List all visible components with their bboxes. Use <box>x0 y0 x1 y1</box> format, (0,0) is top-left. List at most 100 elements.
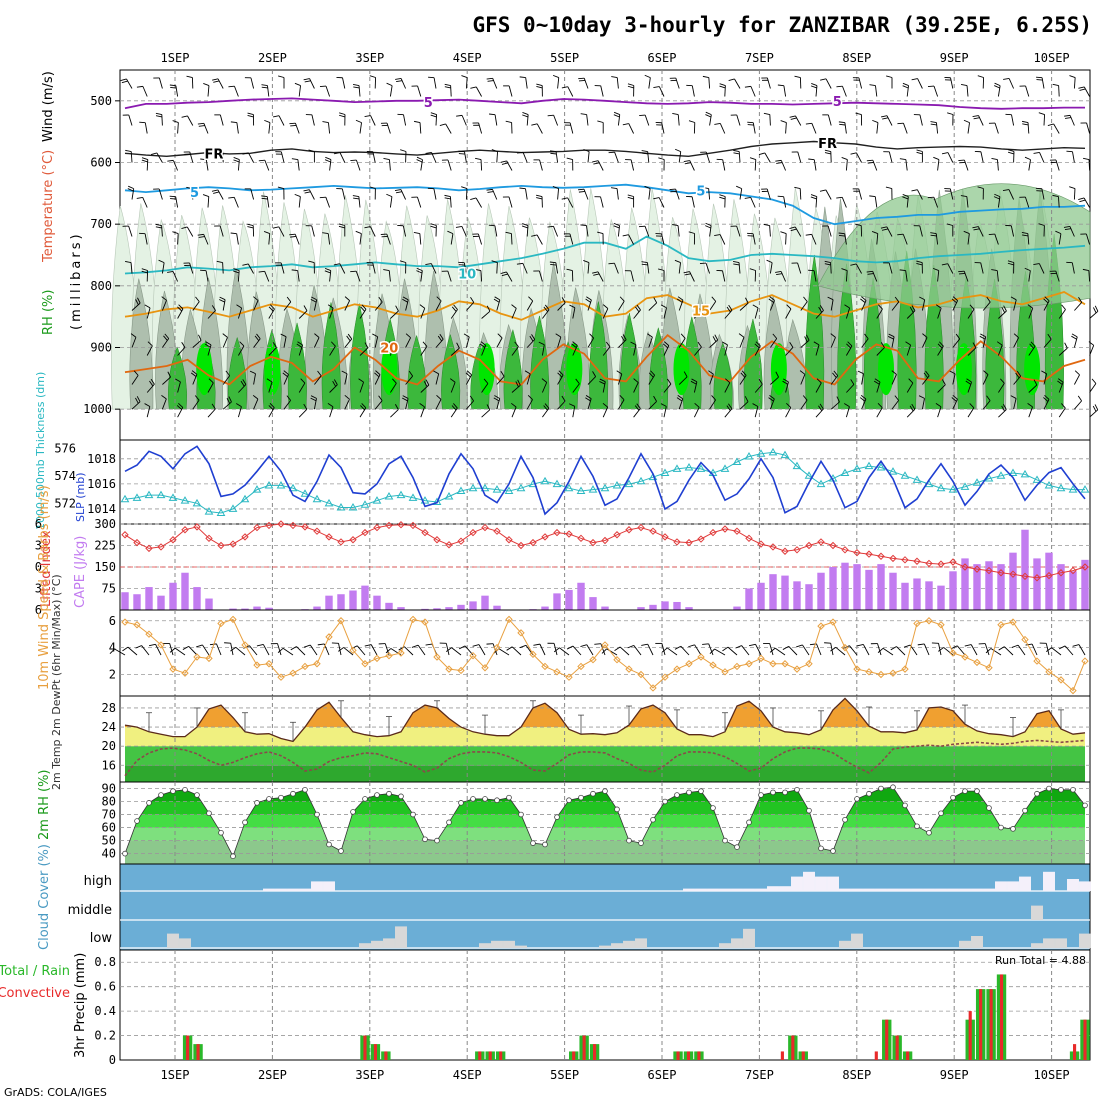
wind-barb-feather <box>395 191 403 194</box>
lifted-index-marker <box>1021 572 1029 581</box>
cloud-bar <box>275 888 287 891</box>
wind-barb-feather <box>536 83 543 86</box>
rh-marker <box>1046 785 1052 792</box>
wind-barb <box>769 114 771 126</box>
wind-barb-feather <box>871 231 878 234</box>
cape-bar <box>865 569 873 610</box>
wind-barb-feather <box>1061 304 1066 310</box>
wind-barb <box>162 338 170 348</box>
wind-barb <box>569 233 574 245</box>
wind-barb-feather <box>242 263 249 266</box>
cape-bar <box>313 606 321 610</box>
wind-barb-feather <box>909 306 914 313</box>
wind10-marker <box>913 619 921 628</box>
wind-barb <box>785 347 794 356</box>
wind-barb-feather <box>447 230 454 235</box>
wind-barb-feather <box>242 379 247 385</box>
wind-barb-feather <box>511 304 517 309</box>
thickness-marker <box>816 479 826 488</box>
wind-barb <box>234 86 239 97</box>
wind-barb <box>298 310 308 319</box>
wind-barb <box>1038 263 1045 274</box>
wind-barb-feather <box>1010 296 1017 301</box>
wind-barb-feather <box>897 233 904 236</box>
wind-barb-feather <box>317 643 325 646</box>
rh-marker <box>362 796 368 802</box>
wind-barb-feather <box>1061 403 1066 409</box>
wind-barb-feather <box>158 259 165 264</box>
rh-marker <box>194 792 200 798</box>
precip-frame <box>119 949 1091 1061</box>
cape-bar <box>433 608 441 610</box>
wind-barb-feather <box>209 643 217 646</box>
date-label-bottom: 7SEP <box>745 1068 774 1082</box>
wind-barb-feather <box>400 149 407 152</box>
wind-barb <box>861 338 869 348</box>
wind-barb-feather <box>541 378 547 383</box>
thickness-marker <box>1008 468 1018 477</box>
wind-barb-feather <box>985 648 992 654</box>
wind-barb-feather <box>775 271 782 273</box>
wind-barb <box>280 151 285 163</box>
wind-barb-feather <box>796 644 803 648</box>
wind-barb <box>155 644 162 656</box>
wind-barb-feather <box>355 119 362 124</box>
wind-barb <box>888 262 893 274</box>
wind-barb-feather <box>458 645 466 650</box>
wind-barb-feather <box>135 299 139 305</box>
wind-barb <box>207 310 216 319</box>
wind-barb-feather <box>364 115 371 118</box>
wind-barb <box>186 226 194 237</box>
wind-barb-feather <box>838 232 845 235</box>
wind-barb <box>146 345 153 356</box>
wind10-marker <box>265 660 273 668</box>
cape-bar <box>445 607 453 610</box>
cape-bar <box>385 602 393 610</box>
wind-barb-feather <box>578 79 586 82</box>
wind-barb-feather <box>350 270 357 273</box>
lifted-index-tick-label: 6 <box>35 603 42 617</box>
cape-bar <box>745 588 753 610</box>
wind-barb <box>177 233 179 245</box>
rh-marker <box>986 805 992 811</box>
wind-barb-feather <box>566 645 574 650</box>
wind-barb-feather <box>1013 333 1019 339</box>
ylabel-slp: SLP (mb) <box>74 472 87 522</box>
wind-barb-feather <box>297 341 303 346</box>
wind-barb-feather <box>744 197 751 199</box>
date-label-bottom: 4SEP <box>453 1068 482 1082</box>
wind-barb <box>541 382 548 393</box>
lifted-index-marker <box>709 528 717 537</box>
wind-barb-feather <box>882 117 889 120</box>
wind-barb <box>648 302 658 311</box>
wind-barb-feather <box>1074 370 1080 376</box>
wind-barb-feather <box>203 83 210 86</box>
wind-barb-feather <box>994 82 1001 87</box>
wind-barb <box>709 339 718 348</box>
wind-barb-feather <box>449 378 456 383</box>
wind-barb-feather <box>256 333 261 339</box>
wind-barb <box>1004 646 1014 656</box>
wind-barb <box>553 643 558 656</box>
wind-barb-feather <box>1071 335 1077 340</box>
rh-marker <box>230 853 236 859</box>
cloud-bar <box>1043 938 1055 948</box>
precip-convective-bar <box>488 1051 492 1060</box>
wind-barb-feather <box>178 402 184 408</box>
wind-barb <box>678 300 684 311</box>
contour-label: 5 <box>190 186 199 201</box>
wind-barb-feather <box>866 270 873 273</box>
wind-barb-feather <box>728 78 735 81</box>
wind-barb-feather <box>916 151 923 155</box>
wind-barb-feather <box>550 152 557 155</box>
wind-barb-feather <box>137 297 141 304</box>
wind-barb-feather <box>1010 395 1017 399</box>
rh-marker <box>674 792 680 798</box>
wind-barb <box>192 301 200 311</box>
lifted-index-marker <box>433 536 441 544</box>
wind-barb-feather <box>667 378 672 385</box>
wind-barb-feather <box>911 305 916 311</box>
precip-grid <box>120 950 1090 1060</box>
wind-barb <box>600 85 604 97</box>
cloud-bar <box>803 871 815 891</box>
